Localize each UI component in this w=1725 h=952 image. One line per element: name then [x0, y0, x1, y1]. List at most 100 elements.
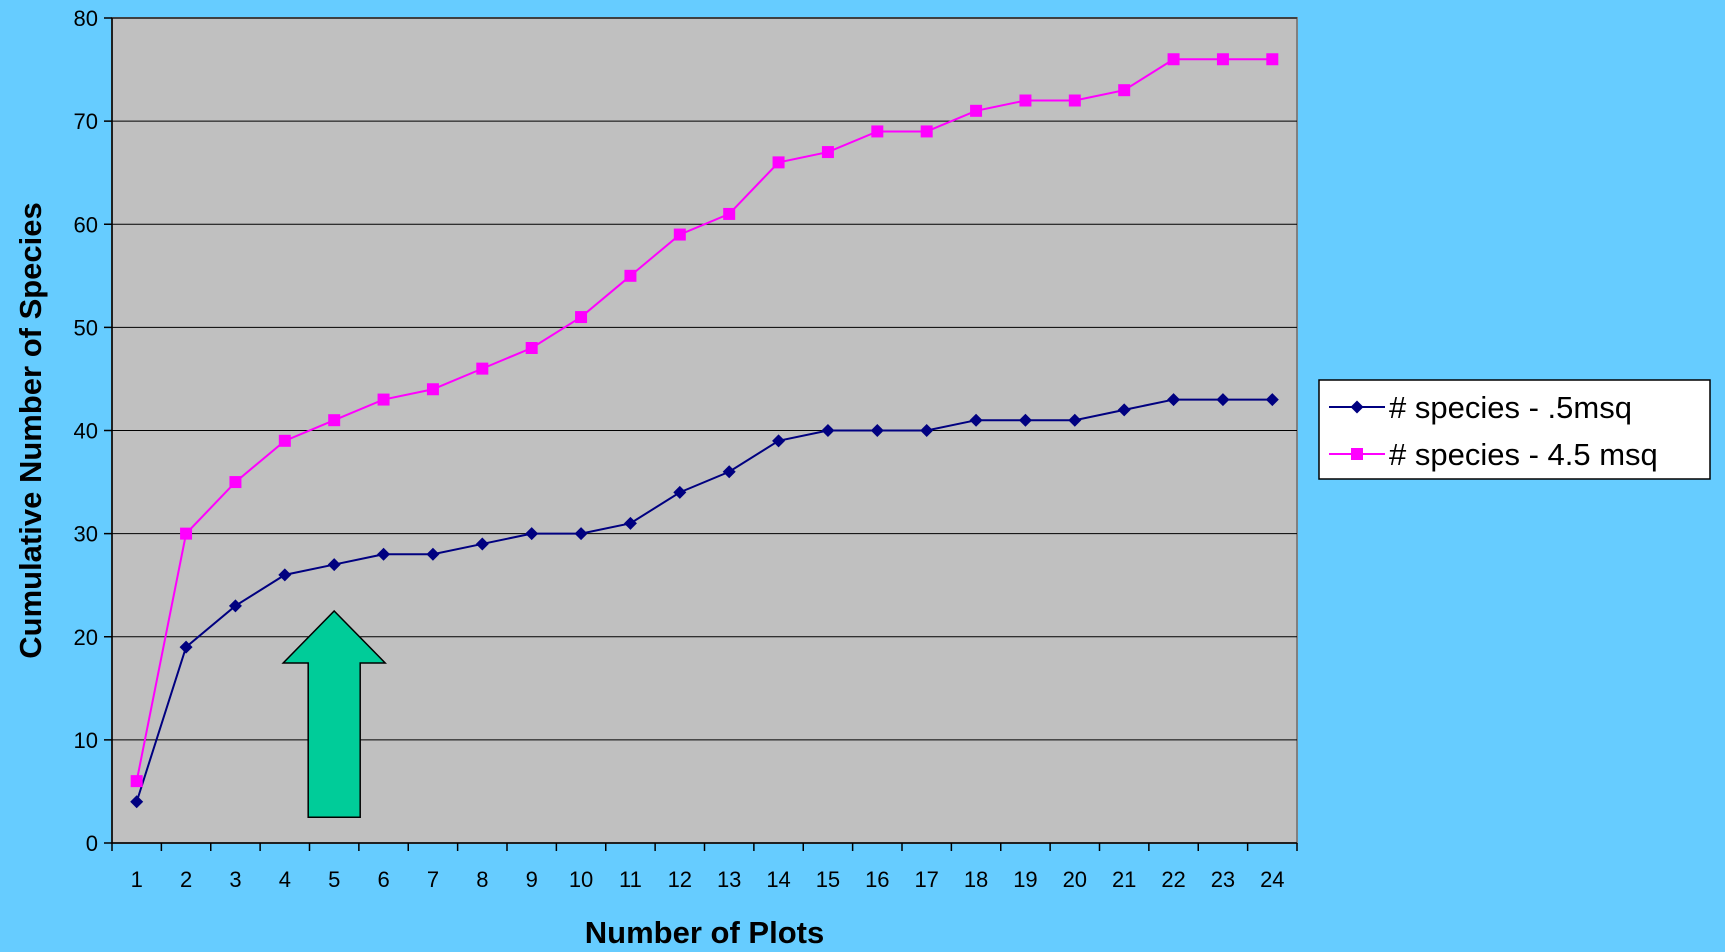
- data-point-diamond: [821, 424, 835, 437]
- data-point-square: [278, 434, 291, 447]
- data-point-diamond: [1167, 393, 1181, 407]
- x-tick-label: 24: [1260, 867, 1284, 892]
- y-tick-label: 10: [74, 728, 98, 753]
- data-point-diamond: [327, 558, 341, 572]
- series-line: [135, 398, 1273, 803]
- x-tick-label: 20: [1063, 867, 1087, 892]
- legend-box: [1318, 379, 1711, 480]
- x-tick-label: 18: [964, 867, 988, 892]
- series-2: [130, 53, 1279, 788]
- data-point-diamond: [870, 424, 884, 437]
- x-tick-label: 14: [766, 867, 790, 892]
- x-tick-label: 9: [526, 867, 538, 892]
- data-point-square: [328, 414, 341, 427]
- data-point-diamond: [772, 434, 786, 448]
- data-point-diamond: [623, 516, 637, 530]
- data-point-diamond: [130, 795, 144, 809]
- data-point-square: [772, 156, 785, 169]
- data-point-diamond: [1018, 413, 1032, 427]
- x-tick-label: 7: [427, 867, 439, 892]
- legend-label: # species - 4.5 msq: [1389, 437, 1658, 472]
- legend-marker: [1351, 448, 1363, 460]
- data-point-diamond: [179, 640, 193, 654]
- y-axis-title: Cumulative Number of Species: [13, 202, 48, 659]
- y-tick-label: 60: [74, 212, 98, 237]
- legend-label: # species - .5msq: [1389, 390, 1632, 425]
- data-point-square: [525, 342, 538, 354]
- x-tick-label: 21: [1112, 867, 1136, 892]
- data-point-square: [229, 476, 242, 489]
- up-arrow: [281, 609, 387, 818]
- data-point-square: [723, 207, 736, 220]
- x-tick-label: 12: [668, 867, 692, 892]
- data-point-diamond: [574, 527, 588, 541]
- data-point-diamond: [278, 568, 292, 582]
- data-point-diamond: [920, 424, 934, 437]
- y-tick-label: 0: [86, 831, 98, 856]
- series-layer: [130, 53, 1279, 809]
- data-point-square: [130, 775, 143, 788]
- data-point-diamond: [969, 413, 983, 427]
- x-tick-label: 22: [1161, 867, 1185, 892]
- data-point-square: [624, 269, 637, 282]
- x-tick-label: 13: [717, 867, 741, 892]
- data-point-diamond: [1117, 403, 1131, 417]
- data-point-square: [1216, 53, 1229, 66]
- x-tick-label: 11: [619, 867, 642, 892]
- y-tick-label: 20: [74, 625, 98, 650]
- data-point-square: [673, 228, 686, 241]
- data-point-square: [1266, 53, 1279, 66]
- data-point-diamond: [475, 537, 489, 551]
- data-point-square: [871, 125, 884, 138]
- data-point-diamond: [228, 599, 242, 613]
- data-point-diamond: [673, 485, 687, 499]
- data-point-square: [377, 393, 390, 406]
- data-point-diamond: [377, 547, 391, 561]
- data-point-square: [970, 104, 983, 117]
- data-point-square: [920, 125, 933, 138]
- x-tick-label: 19: [1013, 867, 1037, 892]
- data-point-diamond: [1265, 393, 1279, 407]
- legend: # species - .5msq # species - 4.5 msq: [1318, 379, 1711, 480]
- x-tick-label: 16: [865, 867, 889, 892]
- data-point-square: [180, 527, 193, 540]
- annotation-arrow: [281, 609, 387, 818]
- x-tick-label: 5: [328, 867, 340, 892]
- x-tick-label: 1: [131, 867, 143, 892]
- y-tick-label: 50: [74, 315, 98, 340]
- data-point-square: [1167, 53, 1180, 66]
- data-point-square: [575, 311, 588, 324]
- y-tick-label: 70: [74, 109, 98, 134]
- data-point-diamond: [525, 527, 539, 541]
- y-tick-label: 30: [74, 522, 98, 547]
- series-line: [135, 58, 1273, 782]
- legend-marker: [1350, 400, 1364, 414]
- x-tick-label: 4: [279, 867, 291, 892]
- x-axis-title: Number of Plots: [585, 915, 824, 950]
- legend-item: # species - 4.5 msq: [1329, 437, 1658, 472]
- data-point-diamond: [722, 465, 736, 479]
- data-point-diamond: [1068, 413, 1082, 427]
- data-point-square: [821, 146, 834, 159]
- x-tick-label: 8: [476, 867, 488, 892]
- data-point-square: [1068, 94, 1081, 107]
- x-tick-label: 2: [180, 867, 192, 892]
- data-point-diamond: [1216, 393, 1230, 407]
- x-tick-label: 15: [816, 867, 840, 892]
- y-tick-label: 80: [74, 6, 98, 31]
- legend-item: # species - .5msq: [1329, 390, 1632, 425]
- x-tick-label: 6: [377, 867, 389, 892]
- series-1: [130, 393, 1279, 809]
- x-tick-label: 23: [1211, 867, 1235, 892]
- y-tick-label: 40: [74, 419, 98, 444]
- x-tick-label: 3: [229, 867, 241, 892]
- x-tick-label: 17: [914, 867, 938, 892]
- data-point-square: [1019, 94, 1032, 107]
- data-point-square: [426, 383, 439, 396]
- x-tick-label: 10: [569, 867, 593, 892]
- data-point-square: [476, 362, 489, 375]
- data-point-diamond: [426, 547, 440, 561]
- data-point-square: [1118, 84, 1131, 97]
